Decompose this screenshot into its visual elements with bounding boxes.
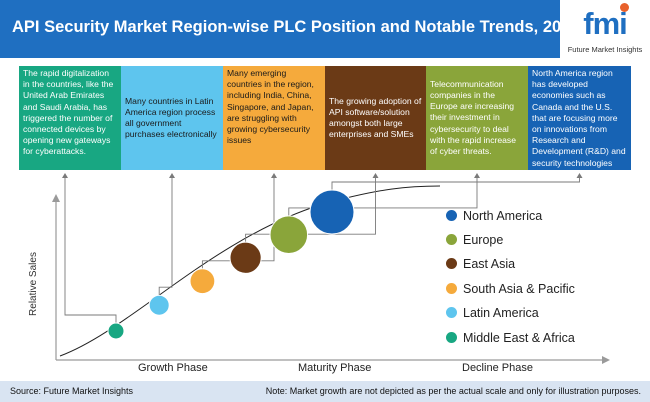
header-bar: API Security Market Region-wise PLC Posi… — [0, 0, 580, 58]
logo-dot — [620, 3, 629, 12]
page-title: API Security Market Region-wise PLC Posi… — [12, 18, 580, 36]
legend-label: Middle East & Africa — [463, 331, 575, 345]
connector-east-asia — [245, 174, 376, 243]
trend-box-south-asia-pacific: Many emerging countries in the region, i… — [223, 66, 325, 170]
bubble-latin-america — [148, 294, 170, 316]
legend-label: South Asia & Pacific — [463, 282, 575, 296]
trend-text: The growing adoption of API software/sol… — [329, 95, 422, 140]
bubble-south-asia-pacific — [189, 268, 216, 295]
legend-label: East Asia — [463, 257, 516, 271]
footer-bar: Source: Future Market Insights Note: Mar… — [0, 381, 650, 402]
trend-text: Telecommunication companies in the Europ… — [430, 78, 516, 156]
x-phase-maturity: Maturity Phase — [298, 362, 372, 374]
legend-item-middle-east-africa: Middle East & Africa — [446, 330, 646, 346]
trend-text: The rapid digitalization in the countrie… — [23, 68, 114, 157]
connector-lines — [62, 173, 583, 323]
legend-item-north-america: North America — [446, 208, 646, 224]
brand-logo: fmi Future Market Insights — [560, 0, 650, 62]
connector-arrow — [62, 173, 68, 178]
trend-box-latin-america: Many countries in Latin America region p… — [121, 66, 223, 170]
trend-text: Many countries in Latin America region p… — [125, 95, 217, 140]
x-phase-decline: Decline Phase — [462, 362, 533, 374]
connector-arrow — [474, 173, 480, 178]
trend-text: Many emerging countries in the region, i… — [227, 68, 314, 146]
connector-latin-america — [158, 174, 173, 296]
connector-arrow — [372, 173, 379, 178]
legend-swatch — [446, 307, 457, 318]
x-phase-growth: Growth Phase — [138, 362, 208, 374]
legend-item-east-asia: East Asia — [446, 256, 646, 272]
footer-source: Source: Future Market Insights — [10, 386, 134, 396]
logo-tagline: Future Market Insights — [567, 45, 643, 54]
y-axis-label: Relative Sales — [28, 252, 39, 316]
connector-arrow — [576, 173, 583, 178]
trend-box-north-america: North America region has developed econo… — [528, 66, 631, 170]
bubble-series — [107, 189, 355, 340]
legend-item-south-asia-pacific: South Asia & Pacific — [446, 281, 646, 297]
legend-label: Europe — [463, 233, 504, 247]
bubble-north-america — [309, 189, 355, 235]
legend-label: North America — [463, 209, 543, 223]
legend-item-europe: Europe — [446, 232, 646, 248]
trend-box-europe: Telecommunication companies in the Europ… — [426, 66, 528, 170]
bubble-east-asia — [229, 241, 262, 274]
legend-label: Latin America — [463, 306, 539, 320]
footer-note: Note: Market growth are not depicted as … — [265, 386, 641, 396]
trend-text: North America region has developed econo… — [532, 68, 626, 168]
logo-mark: fmi — [583, 6, 628, 41]
connector-arrow — [271, 173, 277, 178]
trend-box-east-asia: The growing adoption of API software/sol… — [325, 66, 426, 170]
connector-north-america — [331, 174, 580, 190]
legend-swatch — [446, 210, 457, 221]
bubble-europe — [269, 215, 309, 255]
legend-item-latin-america: Latin America — [446, 305, 646, 321]
legend-swatch — [446, 234, 457, 245]
legend-swatch — [446, 258, 457, 269]
legend-swatch — [446, 283, 457, 294]
connector-arrow — [169, 173, 175, 178]
legend-swatch — [446, 332, 457, 343]
connector-middle-east-africa — [64, 174, 117, 323]
bubble-middle-east-africa — [107, 322, 125, 340]
connector-europe — [288, 174, 478, 216]
trend-box-middle-east-africa: The rapid digitalization in the countrie… — [19, 66, 121, 170]
